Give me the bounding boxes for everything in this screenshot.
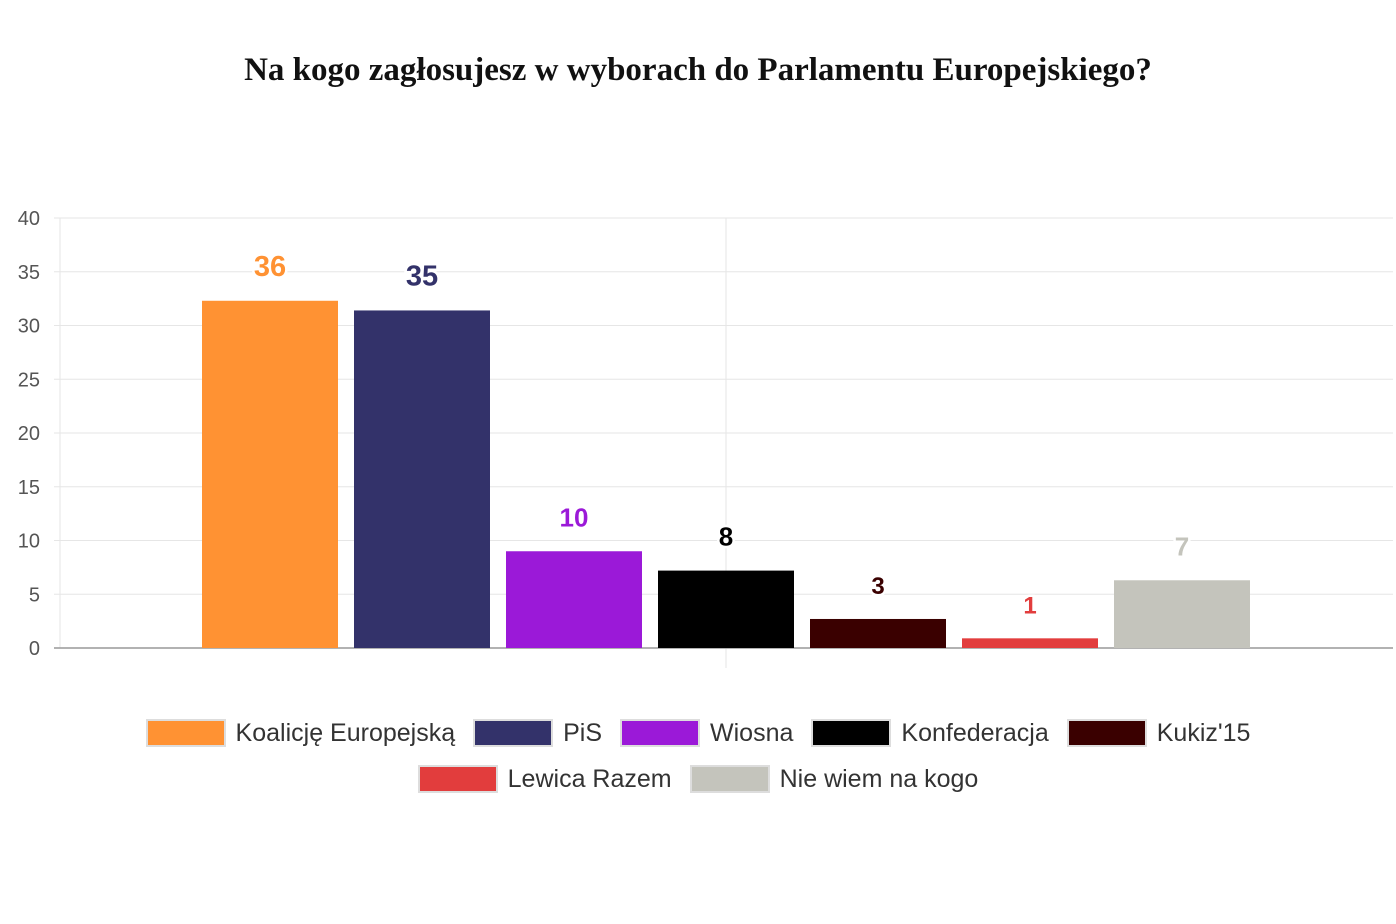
data-labels: 36 35 10 8 3 1 7 [251, 248, 1191, 622]
y-tick-label: 5 [29, 584, 40, 606]
legend-label: Wiosna [710, 718, 794, 747]
legend-item[interactable]: Kukiz'15 [1066, 716, 1251, 750]
data-label: 10 [560, 502, 589, 532]
data-label: 8 [719, 522, 733, 552]
data-label: 7 [1175, 531, 1189, 561]
legend-label: Nie wiem na kogo [779, 764, 979, 793]
data-label: 3 [871, 573, 884, 600]
y-tick-label: 25 [18, 369, 40, 391]
legend-label: Lewica Razem [507, 764, 672, 793]
y-tick-label: 0 [29, 638, 40, 660]
bar[interactable] [506, 551, 642, 648]
y-tick-label: 15 [18, 477, 40, 499]
legend-item[interactable]: Koalicję Europejską [145, 716, 456, 750]
legend-label: Koalicję Europejską [235, 718, 456, 747]
legend-swatch [417, 765, 498, 793]
legend-label: Kukiz'15 [1156, 718, 1251, 747]
bar[interactable] [1114, 580, 1250, 648]
bar[interactable] [202, 300, 338, 648]
legend: Koalicję Europejską PiS Wiosna Konfederacja… [80, 716, 1316, 796]
legend-item[interactable]: Wiosna [620, 716, 793, 750]
y-tick-label: 20 [18, 423, 40, 445]
bar[interactable] [810, 618, 946, 648]
y-tick-label: 30 [18, 316, 40, 338]
legend-label: PiS [563, 718, 603, 747]
bar[interactable] [354, 310, 490, 648]
legend-swatch [620, 719, 701, 747]
y-tick-label: 40 [18, 208, 40, 230]
legend-label: Konfederacja [901, 718, 1049, 747]
y-tick-label: 35 [18, 262, 40, 284]
legend-swatch [1066, 719, 1147, 747]
legend-item[interactable]: Lewica Razem [417, 762, 672, 796]
legend-item[interactable]: Konfederacja [811, 716, 1049, 750]
bars [202, 300, 1250, 648]
legend-swatch [473, 719, 554, 747]
bar[interactable] [962, 638, 1098, 648]
data-label: 35 [406, 260, 438, 292]
legend-swatch [811, 719, 892, 747]
bar[interactable] [658, 570, 794, 648]
y-axis-ticks: 0 5 10 15 20 25 30 35 40 [18, 208, 40, 660]
legend-item[interactable]: Nie wiem na kogo [689, 762, 979, 796]
chart-title: Na kogo zagłosujesz w wyborach do Parlam… [244, 52, 1152, 88]
y-tick-label: 10 [18, 531, 40, 553]
data-label: 1 [1023, 592, 1036, 619]
legend-swatch [145, 719, 226, 747]
legend-item[interactable]: PiS [473, 716, 602, 750]
data-label: 36 [254, 251, 286, 283]
legend-swatch [689, 765, 770, 793]
